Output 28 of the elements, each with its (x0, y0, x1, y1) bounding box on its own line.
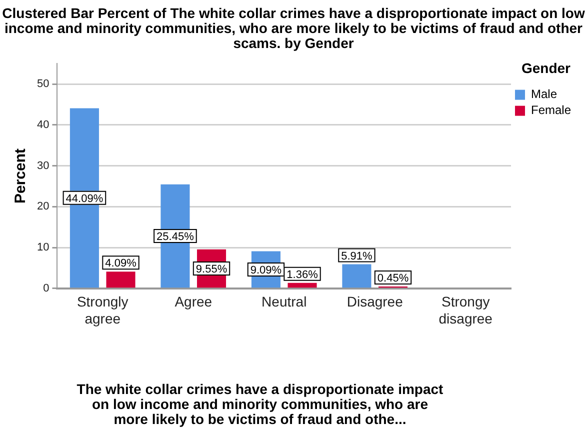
y-tick-label: 40 (36, 118, 50, 131)
legend-title: Gender (521, 60, 572, 76)
bar (106, 272, 136, 288)
data-label: 0.45% (377, 272, 409, 285)
y-axis-title: Percent (12, 148, 30, 204)
data-label: 44.09% (66, 192, 104, 205)
legend-label: Male (530, 87, 558, 102)
bar (342, 264, 372, 288)
data-label: 1.36% (286, 268, 318, 281)
x-axis-title: The white collar crimes have a disproportionate impact on low income and minority communities, who are more likely to be victims of fraud and othe... (76, 381, 444, 427)
y-tick-label: 30 (36, 160, 50, 172)
x-tick-label: Neutral (262, 294, 307, 310)
legend-label: Female (530, 103, 572, 118)
x-tick-label: Disagree (346, 294, 404, 310)
x-tick-label: Strongy disagree (438, 294, 493, 326)
data-label: 9.55% (196, 264, 228, 276)
data-label: 4.09% (105, 258, 137, 270)
x-tick-label: Agree (174, 294, 212, 310)
y-tick-label: 50 (36, 78, 50, 90)
y-tick-label: 10 (36, 242, 50, 254)
x-tick-label: Strongly agree (76, 294, 128, 326)
data-label: 5.91% (341, 250, 373, 262)
y-tick-label: 0 (43, 282, 50, 294)
data-label: 25.45% (156, 231, 194, 244)
bar (288, 282, 317, 288)
chart-title: Clustered Bar Percent of The white collar crimes have a disproportionate impact on low income and minority communities, who are more likely to be victims of fraud and other scams. by Gender (1, 4, 586, 53)
data-label: 9.09% (250, 264, 282, 276)
y-tick-label: 20 (36, 200, 50, 213)
